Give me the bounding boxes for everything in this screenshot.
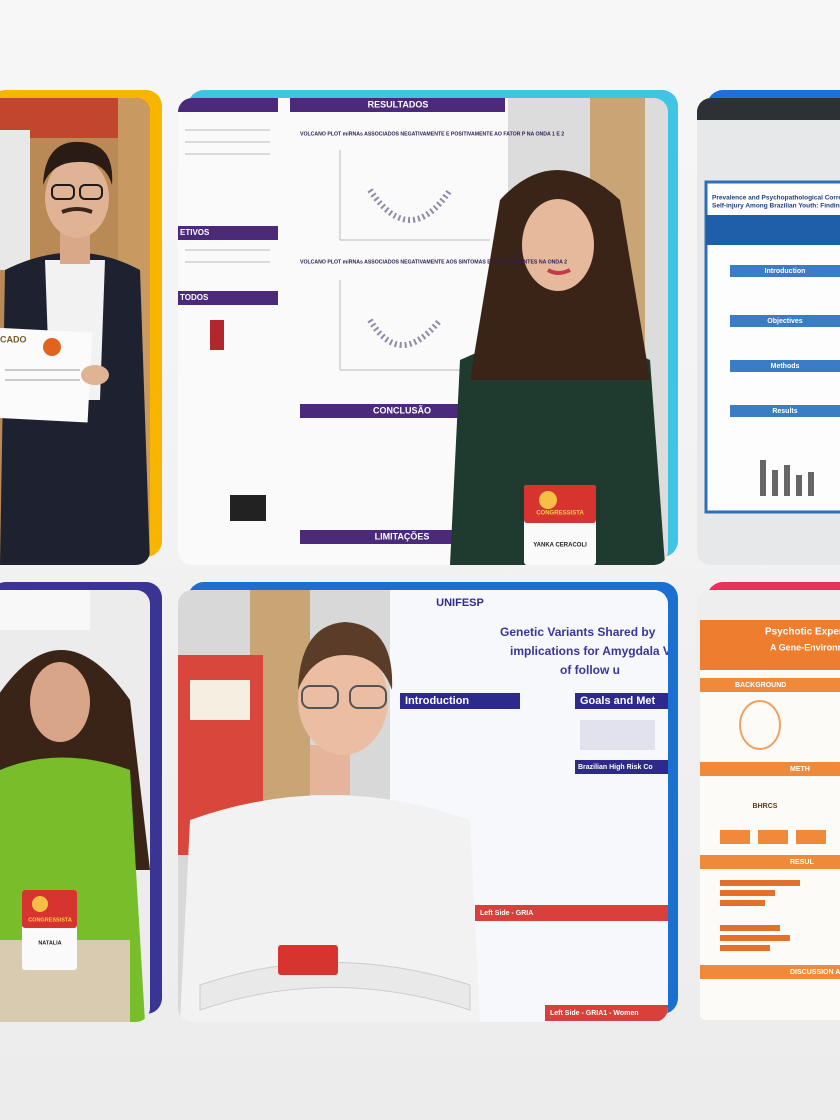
- poster-text: RESULTADOS: [368, 99, 429, 109]
- poster-text: Goals and Met: [580, 695, 656, 707]
- photo: [0, 590, 150, 1022]
- poster-text: Genetic Variants Shared by: [500, 625, 656, 639]
- poster-text: UNIFESP: [436, 597, 484, 609]
- poster-text: implications for Amygdala V: [510, 644, 671, 658]
- poster-text: NATALIA: [38, 940, 61, 946]
- poster-text: CONGRESSISTA: [28, 917, 72, 923]
- poster-text: METH: [790, 766, 810, 773]
- poster-text: A Gene-Environme: [770, 642, 840, 652]
- poster-text: of follow u: [560, 663, 620, 677]
- panel-text: RESULTADOS VOLCANO PLOT miRNAs ASSOCIADOS…: [180, 99, 587, 548]
- photo: [697, 590, 840, 1022]
- poster-text: Left Side - GRIA: [480, 910, 533, 917]
- poster-text: DISCUSSION AN: [790, 969, 840, 976]
- photo: [178, 590, 668, 1022]
- poster-text: TODOS: [180, 293, 209, 302]
- poster-text: LIMITAÇÕES: [375, 531, 430, 541]
- panel-text: Psychotic Experienc A Gene-Environme BACKG…: [735, 627, 840, 976]
- poster-text: Psychotic Experienc: [765, 627, 840, 638]
- poster-text: CONGRESSISTA: [536, 511, 584, 517]
- poster-text: Self-injury Among Brazilian Youth: Findi…: [712, 203, 840, 210]
- poster-text: Left Side - GRIA1 - Women: [550, 1010, 639, 1017]
- poster-text: Results: [772, 408, 797, 415]
- poster-text: Objectives: [767, 318, 803, 325]
- poster-text: Introduction: [765, 268, 806, 275]
- poster-text: ETIVOS: [180, 228, 210, 237]
- poster-text: VOLCANO PLOT miRNAs ASSOCIADOS NEGATIVAM…: [300, 131, 564, 137]
- poster-text: Introduction: [405, 695, 469, 707]
- poster-text: CADO: [0, 334, 27, 344]
- poster-text: Brazilian High Risk Co: [578, 764, 653, 771]
- panel-text: CONGRESSISTA NATALIA: [28, 917, 72, 946]
- photo: [178, 98, 668, 565]
- panel-text: UNIFESP Genetic Variants Shared by implica…: [405, 597, 671, 1017]
- poster-text: BHRCS: [753, 803, 778, 810]
- poster-text: CONCLUSÃO: [373, 405, 431, 415]
- panel-text: CADO: [0, 334, 27, 344]
- poster-text: BACKGROUND: [735, 682, 786, 689]
- photo: [697, 98, 840, 565]
- poster-text: VOLCANO PLOT miRNAs ASSOCIADOS NEGATIVAM…: [300, 259, 567, 265]
- poster-text: RESUL: [790, 859, 814, 866]
- panel-text: Prevalence and Psychopathological CorreS…: [712, 195, 840, 415]
- poster-text: Prevalence and Psychopathological Corre: [712, 195, 840, 202]
- photo: [0, 98, 150, 565]
- poster-text: YANKA CERACOLI: [533, 543, 587, 549]
- poster-text: Methods: [771, 363, 800, 370]
